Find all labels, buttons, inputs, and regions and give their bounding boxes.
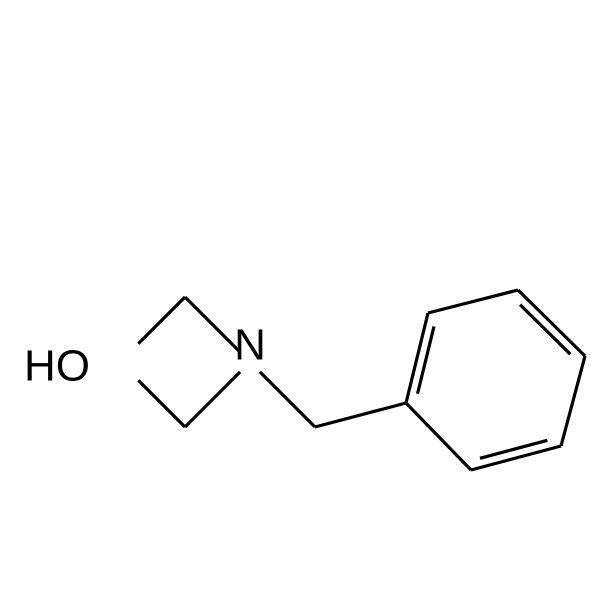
atom-label-hydroxyl_label: HO <box>24 342 90 391</box>
atom-label-nitrogen_label: N <box>234 321 266 370</box>
bond <box>406 403 471 470</box>
bond-layer <box>138 290 585 470</box>
bond <box>518 290 585 356</box>
bond-inner <box>480 440 547 458</box>
bond <box>428 290 518 313</box>
bond <box>185 372 240 427</box>
bond-inner <box>520 305 570 355</box>
molecule-diagram: HO N <box>0 0 600 600</box>
bond <box>561 356 585 446</box>
bond <box>185 297 240 352</box>
bond <box>138 380 185 427</box>
label-layer: HO N <box>24 321 266 391</box>
bond <box>315 403 406 427</box>
bond <box>260 372 315 427</box>
bond <box>138 297 185 344</box>
bond-inner <box>418 327 434 394</box>
